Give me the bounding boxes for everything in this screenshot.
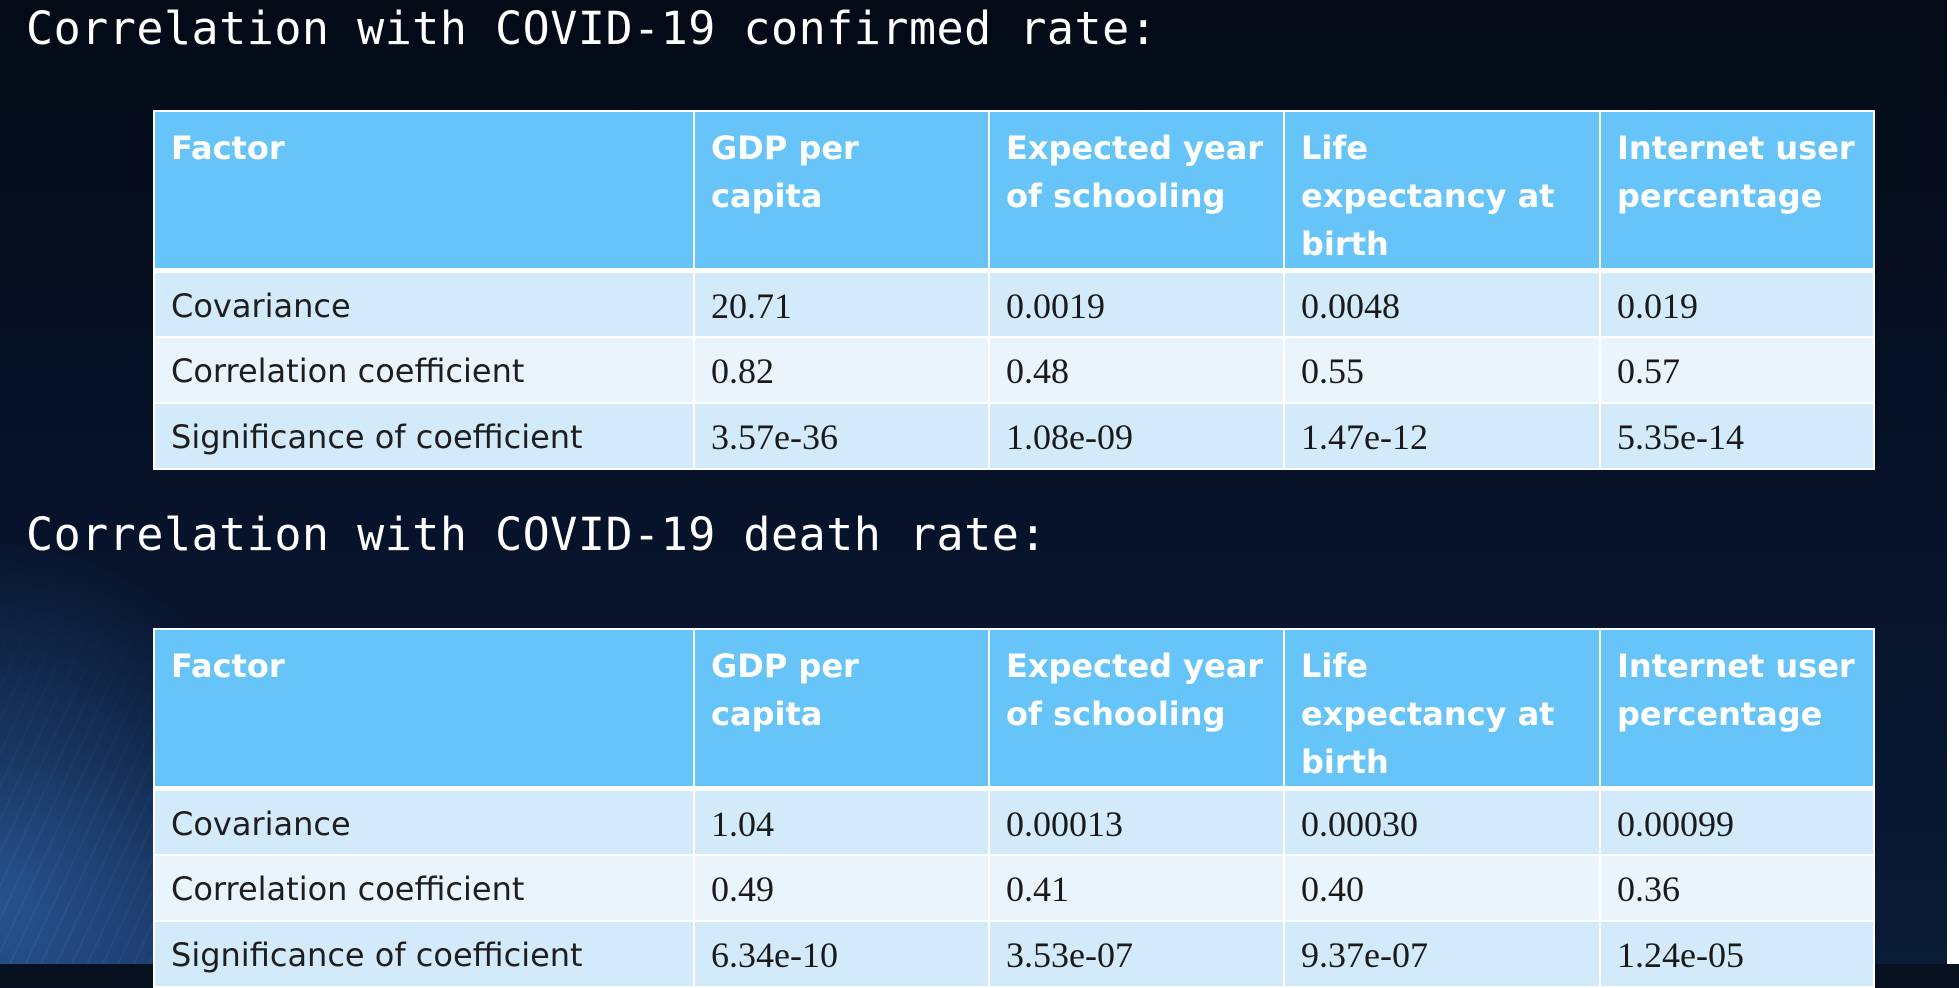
header-internet-user-percentage: Internet user percentage: [1599, 110, 1875, 272]
header-life-expectancy: Life expectancy at birth: [1283, 110, 1601, 272]
table-cell: 9.37e-07: [1283, 919, 1601, 988]
table-row: Significance of coefficient 6.34e-10 3.5…: [153, 919, 1875, 988]
table-header-row: Factor GDP per capita Expected year of s…: [153, 628, 1875, 790]
table-cell: 6.34e-10: [693, 919, 990, 988]
row-label-significance: Significance of coefficient: [153, 919, 695, 988]
table-cell: 1.24e-05: [1599, 919, 1875, 988]
table-cell: 0.00030: [1283, 787, 1601, 856]
table-cell: 3.57e-36: [693, 401, 990, 470]
table-cell: 1.04: [693, 787, 990, 856]
table-cell: 0.48: [988, 335, 1285, 404]
table-cell: 0.00013: [988, 787, 1285, 856]
header-gdp-per-capita: GDP per capita: [693, 628, 990, 790]
header-factor: Factor: [153, 628, 695, 790]
death-rate-table: Factor GDP per capita Expected year of s…: [153, 628, 1875, 988]
header-expected-year-of-schooling: Expected year of schooling: [988, 110, 1285, 272]
row-label-significance: Significance of coefficient: [153, 401, 695, 470]
header-internet-user-percentage: Internet user percentage: [1599, 628, 1875, 790]
table-cell: 0.40: [1283, 853, 1601, 922]
confirmed-rate-table: Factor GDP per capita Expected year of s…: [153, 110, 1875, 470]
table-row: Correlation coefficient 0.49 0.41 0.40 0…: [153, 853, 1875, 922]
table-cell: 1.47e-12: [1283, 401, 1601, 470]
table-cell: 0.36: [1599, 853, 1875, 922]
table-header-row: Factor GDP per capita Expected year of s…: [153, 110, 1875, 272]
table-cell: 20.71: [693, 269, 990, 338]
row-label-covariance: Covariance: [153, 787, 695, 856]
header-expected-year-of-schooling: Expected year of schooling: [988, 628, 1285, 790]
table-cell: 0.41: [988, 853, 1285, 922]
header-life-expectancy: Life expectancy at birth: [1283, 628, 1601, 790]
confirmed-rate-heading: Correlation with COVID-19 confirmed rate…: [26, 2, 1158, 55]
window-edge-strip: [1947, 0, 1959, 964]
row-label-correlation-coefficient: Correlation coefficient: [153, 335, 695, 404]
row-label-covariance: Covariance: [153, 269, 695, 338]
table-row: Covariance 20.71 0.0019 0.0048 0.019: [153, 269, 1875, 338]
table-cell: 3.53e-07: [988, 919, 1285, 988]
table-cell: 0.00099: [1599, 787, 1875, 856]
table-cell: 0.49: [693, 853, 990, 922]
table-cell: 0.019: [1599, 269, 1875, 338]
table-cell: 0.0019: [988, 269, 1285, 338]
header-factor: Factor: [153, 110, 695, 272]
table-cell: 0.55: [1283, 335, 1601, 404]
table-row: Covariance 1.04 0.00013 0.00030 0.00099: [153, 787, 1875, 856]
table-cell: 0.82: [693, 335, 990, 404]
table-cell: 0.57: [1599, 335, 1875, 404]
table-row: Significance of coefficient 3.57e-36 1.0…: [153, 401, 1875, 470]
death-rate-heading: Correlation with COVID-19 death rate:: [26, 508, 1047, 561]
header-gdp-per-capita: GDP per capita: [693, 110, 990, 272]
table-row: Correlation coefficient 0.82 0.48 0.55 0…: [153, 335, 1875, 404]
table-cell: 1.08e-09: [988, 401, 1285, 470]
table-cell: 0.0048: [1283, 269, 1601, 338]
table-cell: 5.35e-14: [1599, 401, 1875, 470]
row-label-correlation-coefficient: Correlation coefficient: [153, 853, 695, 922]
